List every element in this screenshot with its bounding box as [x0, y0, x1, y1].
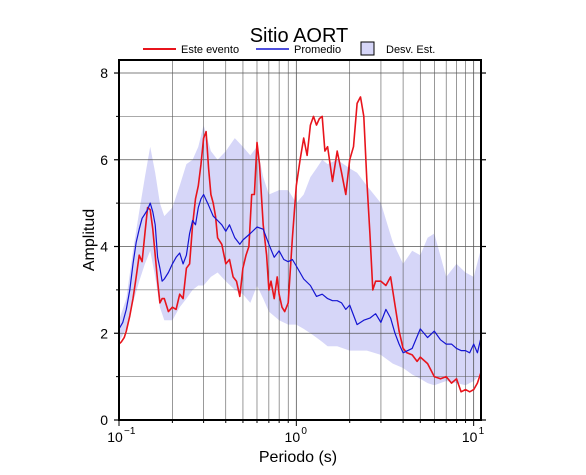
- y-tick-label: 2: [100, 325, 108, 341]
- legend-mean-label: Promedio: [294, 44, 341, 56]
- legend-event-label: Este evento: [181, 44, 239, 56]
- legend-std-label: Desv. Est.: [386, 44, 435, 56]
- mean-series-line: [118, 193, 482, 354]
- y-tick-label: 8: [100, 65, 108, 81]
- chart-title: Sitio AORT: [250, 25, 349, 47]
- x-tick-label: 10: [107, 429, 123, 445]
- y-tick-label: 0: [100, 412, 108, 428]
- legend-std-swatch: [360, 41, 375, 56]
- x-tick-exponent: 0: [301, 426, 307, 437]
- plot-frame: [118, 59, 482, 421]
- x-tick-exponent: 1: [479, 426, 485, 437]
- std-band: [119, 125, 481, 386]
- x-tick-label: 10: [462, 429, 478, 445]
- y-axis-title: Amplitud: [81, 209, 98, 271]
- y-tick-label: 4: [100, 239, 108, 255]
- y-tick-label: 6: [100, 152, 108, 168]
- event-series-line: [118, 96, 482, 393]
- legend: Este evento Promedio Desv. Est.: [143, 41, 435, 56]
- x-tick-label: 10: [285, 429, 301, 445]
- x-axis-title: Periodo (s): [259, 449, 337, 466]
- x-tick-exponent: −1: [124, 426, 136, 437]
